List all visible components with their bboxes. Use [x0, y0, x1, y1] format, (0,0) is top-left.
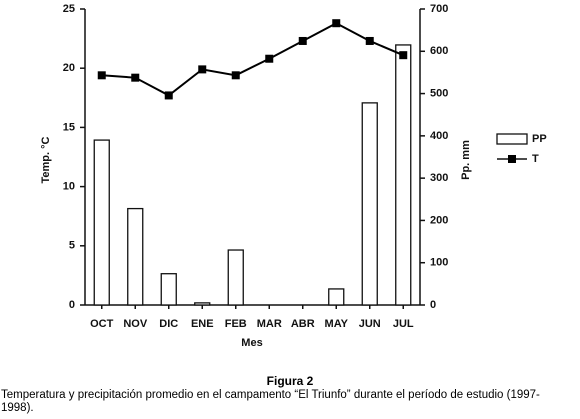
x-tick-label: NOV: [123, 318, 148, 330]
marker: [399, 51, 408, 60]
marker: [332, 19, 341, 28]
y-tick-label: 25: [63, 3, 75, 15]
y-tick-label: 20: [63, 62, 75, 74]
x-axis-label: Mes: [241, 337, 262, 349]
bar: [93, 139, 110, 306]
y2-tick-label: 400: [430, 130, 448, 142]
x-tick-label: JUN: [359, 318, 381, 330]
bar: [127, 207, 144, 306]
x-tick-label: ABR: [291, 318, 315, 330]
x-tick-label: OCT: [90, 318, 114, 330]
x-tick-label: FEB: [225, 318, 247, 330]
bar: [361, 102, 378, 306]
line: [101, 22, 404, 97]
y-tick-label: 10: [63, 181, 75, 193]
legend-label: PP: [532, 133, 547, 145]
x-tick-label: ENE: [191, 318, 214, 330]
x-tick-label: MAR: [257, 318, 282, 330]
bar: [328, 288, 345, 306]
marker: [298, 36, 307, 45]
y-tick-label: 5: [69, 240, 75, 252]
y-axis-label: Temp. °C: [40, 136, 52, 183]
legend-marker: [508, 155, 516, 163]
y2-tick-label: 700: [430, 3, 448, 15]
y2-tick-label: 100: [430, 257, 448, 269]
caption-title: Figura 2: [266, 374, 314, 388]
x-tick-label: JUL: [393, 318, 414, 330]
marker: [231, 71, 240, 80]
y2-tick-label: 500: [430, 87, 448, 99]
bar: [227, 249, 244, 306]
marker: [164, 91, 173, 100]
bar: [160, 273, 177, 306]
x-tick-label: MAY: [325, 318, 349, 330]
caption-text: Temperatura y precipitación promedio en …: [1, 389, 540, 414]
legend-swatch: [496, 133, 528, 145]
x-tick-label: DIC: [159, 318, 178, 330]
bar: [395, 44, 412, 306]
y2-tick-label: 600: [430, 45, 448, 57]
marker: [131, 73, 140, 82]
legend-label: T: [532, 153, 539, 165]
y2-tick-label: 0: [430, 299, 436, 311]
y-tick-label: 0: [69, 299, 75, 311]
bar: [194, 302, 211, 306]
marker: [97, 71, 106, 80]
marker: [198, 65, 207, 74]
chart: Temp. °C Pp. mm Mes 0 5 10 15 20 25 0 100 200 300…: [40, 3, 547, 349]
marker: [265, 54, 274, 63]
y2-tick-label: 300: [430, 172, 448, 184]
y-tick-label: 15: [63, 121, 75, 133]
y2-tick-label: 200: [430, 214, 448, 226]
y2-axis-label: Pp. mm: [460, 140, 472, 180]
marker: [365, 36, 374, 45]
